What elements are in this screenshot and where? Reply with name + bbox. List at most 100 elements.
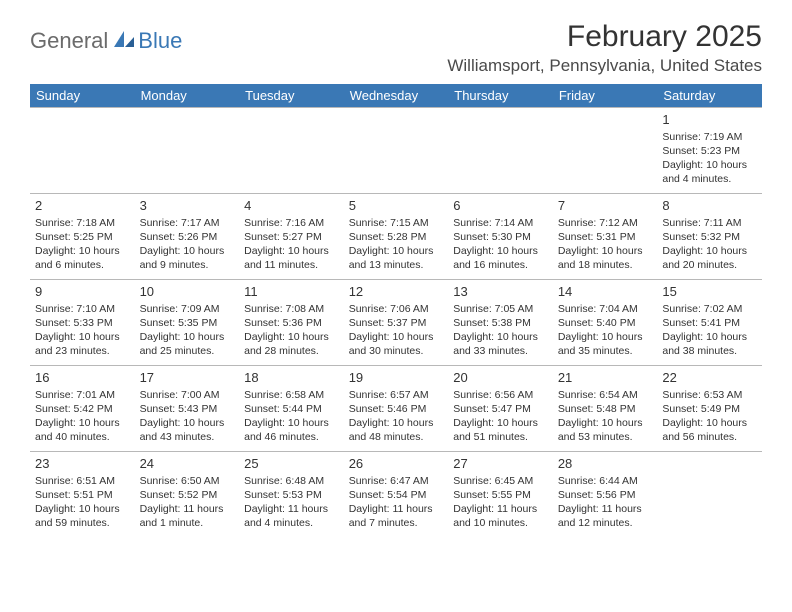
day-number: 15 <box>662 283 757 301</box>
day-number: 1 <box>662 111 757 129</box>
day-number: 20 <box>453 369 548 387</box>
calendar-day-cell: 27Sunrise: 6:45 AMSunset: 5:55 PMDayligh… <box>448 452 553 538</box>
calendar-week-row: 16Sunrise: 7:01 AMSunset: 5:42 PMDayligh… <box>30 366 762 452</box>
day-number: 5 <box>349 197 444 215</box>
sunset-text: Sunset: 5:33 PM <box>35 316 130 330</box>
sunrise-text: Sunrise: 7:15 AM <box>349 216 444 230</box>
sunset-text: Sunset: 5:35 PM <box>140 316 235 330</box>
sunset-text: Sunset: 5:26 PM <box>140 230 235 244</box>
day-number: 2 <box>35 197 130 215</box>
sunset-text: Sunset: 5:38 PM <box>453 316 548 330</box>
daylight-text: and 56 minutes. <box>662 430 757 444</box>
daylight-text: Daylight: 10 hours <box>35 244 130 258</box>
weekday-header: Tuesday <box>239 84 344 108</box>
sunrise-text: Sunrise: 6:56 AM <box>453 388 548 402</box>
day-number: 17 <box>140 369 235 387</box>
calendar-day-cell: 20Sunrise: 6:56 AMSunset: 5:47 PMDayligh… <box>448 366 553 452</box>
daylight-text: Daylight: 10 hours <box>35 330 130 344</box>
calendar-day-cell <box>135 108 240 194</box>
weekday-header: Monday <box>135 84 240 108</box>
daylight-text: Daylight: 10 hours <box>453 330 548 344</box>
sunrise-text: Sunrise: 7:17 AM <box>140 216 235 230</box>
day-number: 6 <box>453 197 548 215</box>
daylight-text: Daylight: 11 hours <box>453 502 548 516</box>
calendar-day-cell: 2Sunrise: 7:18 AMSunset: 5:25 PMDaylight… <box>30 194 135 280</box>
day-number: 28 <box>558 455 653 473</box>
calendar-day-cell: 12Sunrise: 7:06 AMSunset: 5:37 PMDayligh… <box>344 280 449 366</box>
calendar-day-cell <box>344 108 449 194</box>
sunrise-text: Sunrise: 6:50 AM <box>140 474 235 488</box>
day-number: 4 <box>244 197 339 215</box>
day-number: 7 <box>558 197 653 215</box>
day-number: 8 <box>662 197 757 215</box>
daylight-text: Daylight: 10 hours <box>349 416 444 430</box>
daylight-text: and 38 minutes. <box>662 344 757 358</box>
sunrise-text: Sunrise: 7:14 AM <box>453 216 548 230</box>
logo: General Blue <box>30 28 182 54</box>
daylight-text: Daylight: 11 hours <box>140 502 235 516</box>
daylight-text: Daylight: 10 hours <box>140 416 235 430</box>
calendar-day-cell: 9Sunrise: 7:10 AMSunset: 5:33 PMDaylight… <box>30 280 135 366</box>
calendar-day-cell: 10Sunrise: 7:09 AMSunset: 5:35 PMDayligh… <box>135 280 240 366</box>
sunrise-text: Sunrise: 6:48 AM <box>244 474 339 488</box>
day-number: 26 <box>349 455 444 473</box>
sunrise-text: Sunrise: 7:09 AM <box>140 302 235 316</box>
calendar-day-cell: 1Sunrise: 7:19 AMSunset: 5:23 PMDaylight… <box>657 108 762 194</box>
sunrise-text: Sunrise: 6:58 AM <box>244 388 339 402</box>
calendar-day-cell: 17Sunrise: 7:00 AMSunset: 5:43 PMDayligh… <box>135 366 240 452</box>
day-number: 14 <box>558 283 653 301</box>
sunrise-text: Sunrise: 6:45 AM <box>453 474 548 488</box>
daylight-text: and 40 minutes. <box>35 430 130 444</box>
sunrise-text: Sunrise: 6:47 AM <box>349 474 444 488</box>
sunrise-text: Sunrise: 6:57 AM <box>349 388 444 402</box>
daylight-text: Daylight: 10 hours <box>349 244 444 258</box>
daylight-text: and 11 minutes. <box>244 258 339 272</box>
daylight-text: and 4 minutes. <box>244 516 339 530</box>
calendar-week-row: 1Sunrise: 7:19 AMSunset: 5:23 PMDaylight… <box>30 108 762 194</box>
daylight-text: and 13 minutes. <box>349 258 444 272</box>
sunset-text: Sunset: 5:25 PM <box>35 230 130 244</box>
calendar-day-cell: 14Sunrise: 7:04 AMSunset: 5:40 PMDayligh… <box>553 280 658 366</box>
calendar-day-cell: 4Sunrise: 7:16 AMSunset: 5:27 PMDaylight… <box>239 194 344 280</box>
daylight-text: Daylight: 11 hours <box>244 502 339 516</box>
calendar-day-cell: 16Sunrise: 7:01 AMSunset: 5:42 PMDayligh… <box>30 366 135 452</box>
calendar-day-cell: 22Sunrise: 6:53 AMSunset: 5:49 PMDayligh… <box>657 366 762 452</box>
day-number: 22 <box>662 369 757 387</box>
sunset-text: Sunset: 5:44 PM <box>244 402 339 416</box>
day-number: 23 <box>35 455 130 473</box>
daylight-text: and 28 minutes. <box>244 344 339 358</box>
calendar-day-cell: 11Sunrise: 7:08 AMSunset: 5:36 PMDayligh… <box>239 280 344 366</box>
daylight-text: and 16 minutes. <box>453 258 548 272</box>
sunset-text: Sunset: 5:47 PM <box>453 402 548 416</box>
daylight-text: Daylight: 10 hours <box>35 416 130 430</box>
sunset-text: Sunset: 5:37 PM <box>349 316 444 330</box>
sunrise-text: Sunrise: 6:44 AM <box>558 474 653 488</box>
daylight-text: Daylight: 10 hours <box>558 244 653 258</box>
daylight-text: and 18 minutes. <box>558 258 653 272</box>
daylight-text: Daylight: 10 hours <box>349 330 444 344</box>
sunset-text: Sunset: 5:54 PM <box>349 488 444 502</box>
location-text: Williamsport, Pennsylvania, United State… <box>447 56 762 76</box>
daylight-text: Daylight: 10 hours <box>453 244 548 258</box>
weekday-header: Sunday <box>30 84 135 108</box>
daylight-text: Daylight: 10 hours <box>662 158 757 172</box>
day-number: 13 <box>453 283 548 301</box>
calendar-week-row: 2Sunrise: 7:18 AMSunset: 5:25 PMDaylight… <box>30 194 762 280</box>
header-row: General Blue February 2025 Williamsport,… <box>30 20 762 76</box>
day-number: 21 <box>558 369 653 387</box>
calendar-week-row: 23Sunrise: 6:51 AMSunset: 5:51 PMDayligh… <box>30 452 762 538</box>
daylight-text: and 51 minutes. <box>453 430 548 444</box>
daylight-text: and 48 minutes. <box>349 430 444 444</box>
daylight-text: and 10 minutes. <box>453 516 548 530</box>
daylight-text: Daylight: 10 hours <box>140 330 235 344</box>
daylight-text: and 12 minutes. <box>558 516 653 530</box>
calendar-day-cell: 21Sunrise: 6:54 AMSunset: 5:48 PMDayligh… <box>553 366 658 452</box>
calendar-day-cell <box>448 108 553 194</box>
calendar-day-cell: 18Sunrise: 6:58 AMSunset: 5:44 PMDayligh… <box>239 366 344 452</box>
daylight-text: Daylight: 11 hours <box>558 502 653 516</box>
calendar-body: 1Sunrise: 7:19 AMSunset: 5:23 PMDaylight… <box>30 108 762 538</box>
logo-sail-icon <box>112 29 136 49</box>
day-number: 16 <box>35 369 130 387</box>
daylight-text: Daylight: 11 hours <box>349 502 444 516</box>
sunrise-text: Sunrise: 7:08 AM <box>244 302 339 316</box>
